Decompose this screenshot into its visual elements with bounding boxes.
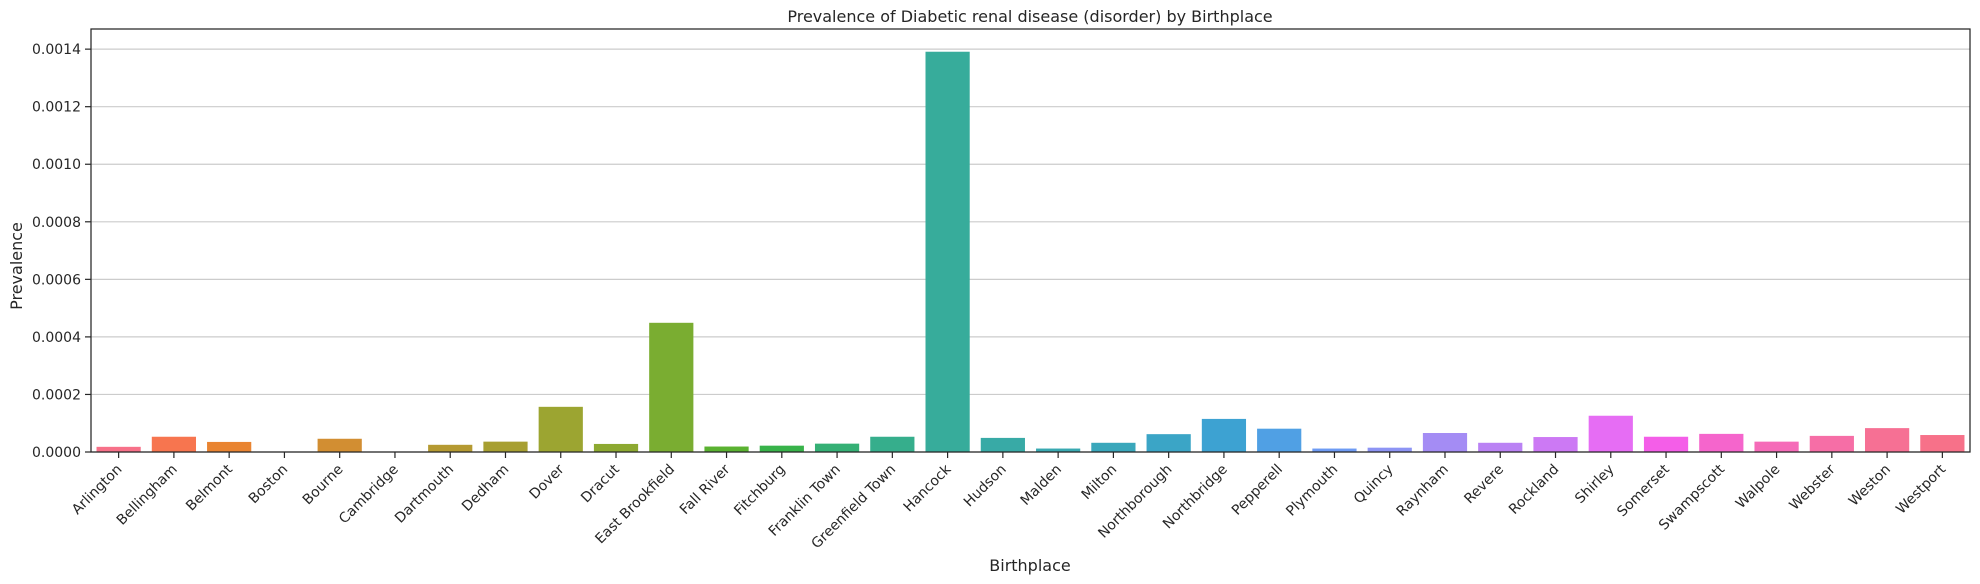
bar-hudson [980,437,1025,452]
bar-somerset [1643,436,1689,452]
y-tick-label: 0.0012 [32,100,81,116]
x-tick-label: Dover [527,461,568,502]
x-tick-label: Milton [1079,462,1121,504]
bar-malden [1036,448,1081,452]
bar-hancock [925,51,970,452]
y-tick-label: 0.0002 [32,387,81,403]
x-tick-label: Boston [246,462,292,508]
bar-rockland [1533,437,1578,452]
x-tick-label: Belmont [183,461,236,514]
bar-bourne [317,438,362,452]
chart-title: Prevalence of Diabetic renal disease (di… [787,7,1272,26]
y-tick-label: 0.0006 [32,272,81,288]
bar-revere [1478,442,1523,452]
bar-greenfield-town [870,436,915,452]
x-tick-label: Walpole [1733,462,1783,512]
gridlines [91,48,1970,453]
bar-northbridge [1201,418,1247,452]
bar-east-brookfield [649,322,694,452]
bar-dracut [593,443,639,452]
bar-fitchburg [759,445,804,452]
x-tick-label: Bourne [300,462,347,509]
x-tick-label: Quincy [1351,462,1397,508]
x-tick-label: Westport [1893,461,1949,517]
bar-franklin-town [814,443,860,452]
bar-northborough [1146,434,1191,452]
x-tick-label: Raynham [1394,462,1452,520]
bar-webster [1809,435,1854,452]
x-tick-label: Dartmouth [392,462,457,527]
x-tick-label: Webster [1787,461,1839,513]
x-tick-label: Pepperell [1229,462,1286,519]
x-tick-label: Weston [1846,462,1894,510]
bar-belmont [207,441,252,452]
bar-fall-river [704,446,749,452]
bar-plymouth [1312,448,1357,452]
bar-quincy [1367,447,1412,452]
x-tick-label: Hancock [901,461,955,515]
bar-dover [538,406,583,452]
bar-arlington [96,446,141,452]
x-tick-label: Revere [1461,462,1507,508]
bar-pepperell [1257,428,1302,452]
bar-swampscott [1699,433,1744,452]
y-tick-label: 0.0000 [32,445,81,461]
y-tick-label: 0.0004 [32,330,81,346]
bar-shirley [1588,415,1633,452]
plot-frame [90,28,1971,453]
x-tick-label: Fall River [677,461,734,518]
x-tick-label: Shirley [1572,462,1617,507]
y-axis: 0.0000 0.0002 0.0004 0.0006 0.0008 0.0010 0.00… [32,42,91,461]
y-tick-label: 0.0010 [32,157,81,173]
x-tick-label: Rockland [1506,462,1562,518]
x-tick-label: Dracut [578,461,623,506]
bar-bellingham [151,436,197,452]
x-tick-label: Hudson [961,462,1010,511]
x-tick-label: Plymouth [1283,462,1341,520]
bar-walpole [1754,441,1799,452]
y-axis-title: Prevalence [7,222,26,310]
x-tick-label: Dedham [459,462,512,515]
bars [96,51,1965,452]
bar-westport [1920,435,1965,452]
bar-dartmouth [428,444,473,452]
bar-weston [1864,428,1910,452]
y-tick-label: 0.0008 [32,215,81,231]
x-tick-label: Arlington [69,462,125,518]
bar-raynham [1422,433,1468,452]
bar-dedham [483,441,528,452]
x-tick-label: Cambridge [336,462,402,528]
x-axis-title: Birthplace [989,556,1070,575]
y-tick-label: 0.0014 [32,42,81,58]
bar-milton [1091,442,1136,452]
x-tick-label: Malden [1018,462,1065,509]
x-tick-label: Somerset [1614,461,1673,520]
x-tick-label: Fitchburg [731,462,788,519]
